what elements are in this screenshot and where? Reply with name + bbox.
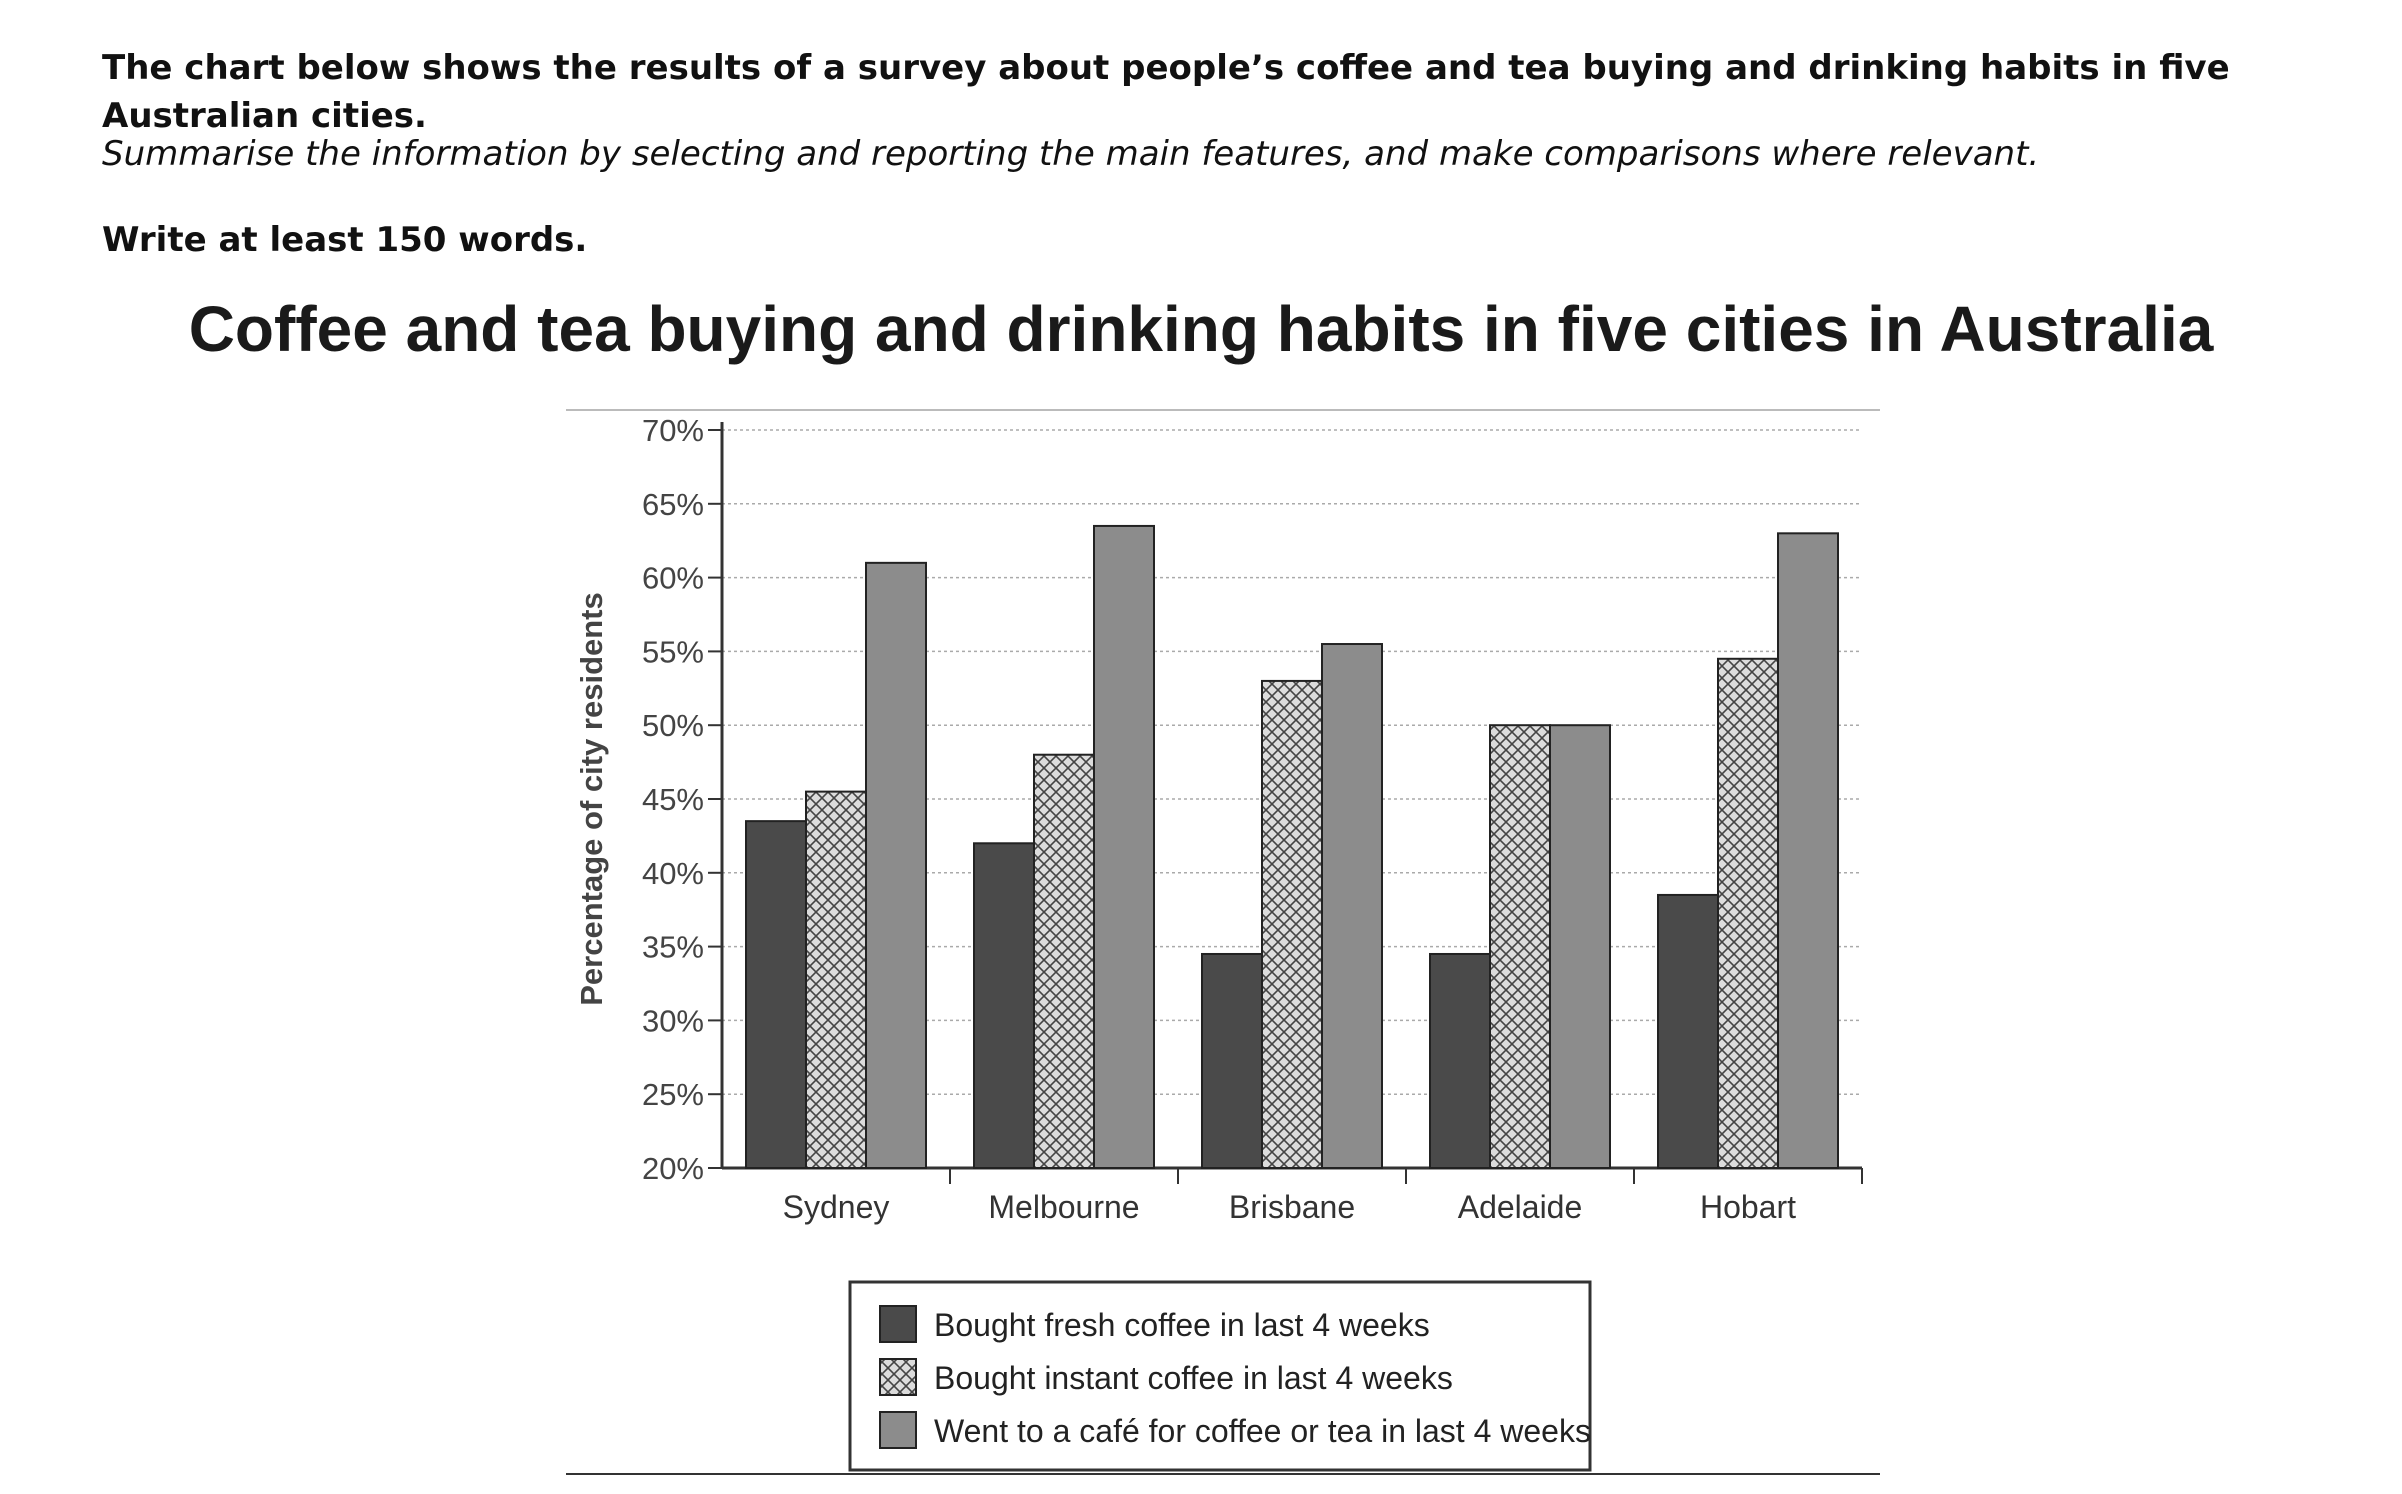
legend-label: Went to a café for coffee or tea in last…	[934, 1413, 1591, 1449]
bar-hobart-series-2	[1717, 657, 1779, 1170]
legend-swatch	[879, 1358, 917, 1396]
task-prompt: The chart below shows the results of a s…	[102, 48, 2230, 136]
y-tick-label: 65%	[642, 487, 704, 522]
legend-box	[848, 1280, 1592, 1472]
x-tick-label: Sydney	[783, 1189, 890, 1225]
y-tick-label: 20%	[642, 1151, 704, 1186]
x-tick-label: Hobart	[1700, 1189, 1796, 1225]
y-axis-label: Percentage of city residents	[574, 592, 609, 1006]
bar-adelaide-series-1	[1429, 952, 1491, 1169]
y-tick-label: 45%	[642, 782, 704, 817]
y-tick-label: 70%	[642, 413, 704, 448]
legend-label: Bought fresh coffee in last 4 weeks	[934, 1307, 1430, 1343]
y-tick-label: 40%	[642, 856, 704, 891]
task-instruction: Summarise the information by selecting a…	[102, 134, 2040, 174]
chart-title: Coffee and tea buying and drinking habit…	[188, 293, 2214, 365]
x-tick-label: Brisbane	[1229, 1189, 1355, 1225]
bar-sydney-series-2	[805, 790, 867, 1169]
legend-swatch	[879, 1305, 917, 1343]
bar-adelaide-series-2	[1489, 724, 1551, 1169]
legend-swatch	[879, 1411, 917, 1449]
bar-brisbane-series-1	[1201, 952, 1263, 1169]
bar-sydney-series-1	[745, 820, 807, 1169]
bar-melbourne-series-2	[1033, 753, 1095, 1169]
word-count-requirement: Write at least 150 words.	[102, 220, 588, 260]
bar-sydney-series-3	[865, 561, 927, 1169]
y-tick-label: 55%	[642, 634, 704, 669]
y-tick-label: 30%	[642, 1003, 704, 1038]
x-tick-label: Melbourne	[988, 1189, 1139, 1225]
y-tick-label: 35%	[642, 930, 704, 965]
bar-hobart-series-1	[1657, 893, 1719, 1169]
bar-adelaide-series-3	[1549, 724, 1611, 1169]
bar-brisbane-series-3	[1321, 643, 1383, 1169]
bar-hobart-series-3	[1777, 532, 1839, 1169]
bar-melbourne-series-3	[1093, 524, 1155, 1169]
y-tick-label: 50%	[642, 708, 704, 743]
x-tick-label: Adelaide	[1458, 1189, 1583, 1225]
bar-melbourne-series-1	[973, 842, 1035, 1170]
legend-label: Bought instant coffee in last 4 weeks	[934, 1360, 1453, 1396]
bar-brisbane-series-2	[1261, 679, 1323, 1169]
y-tick-label: 60%	[642, 561, 704, 596]
y-tick-label: 25%	[642, 1077, 704, 1112]
